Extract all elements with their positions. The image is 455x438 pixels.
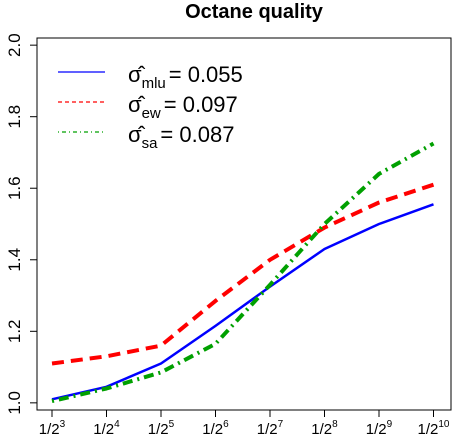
legend-symbol: σ̂ [128,62,146,87]
x-tick-base: 1/2 [311,421,332,438]
x-tick-exponent: 10 [438,419,450,430]
legend-subscript: ew [142,105,161,122]
series-line-mlu [51,203,434,401]
x-tick-exponent: 3 [60,419,66,430]
series-line-ew [51,182,435,366]
x-tick-label: 1/29 [366,419,393,438]
x-tick-label: 1/24 [93,419,120,438]
y-tick-label: 1.6 [5,176,24,200]
x-tick-exponent: 6 [223,419,229,430]
legend-label-sa: σ̂sa = 0.087 [128,122,234,152]
series-line-sa [51,141,435,404]
x-tick-exponent: 5 [169,419,175,430]
legend-label-ew: σ̂ew = 0.097 [128,92,238,122]
y-tick-label: 1.0 [5,391,24,415]
series-layer [51,141,435,404]
x-axis: 1/23 1/24 1/25 1/26 1/27 1/28 1/29 1/210 [39,410,450,438]
chart-title: Octane quality [185,1,324,23]
x-tick-base: 1/2 [418,421,439,438]
plot-frame [36,37,452,411]
legend-value: = 0.055 [169,62,243,87]
x-tick-label: 1/23 [39,419,66,438]
x-tick-base: 1/2 [202,421,223,438]
y-tick-label: 1.4 [5,248,24,272]
x-tick-exponent: 7 [278,419,284,430]
y-axis: 1.0 1.2 1.4 1.6 1.8 2.0 [5,33,37,415]
x-tick-base: 1/2 [93,421,114,438]
x-tick-base: 1/2 [366,421,387,438]
legend-subscript: sa [142,135,159,152]
x-tick-label: 1/28 [311,419,338,438]
y-tick-label: 1.8 [5,105,24,129]
x-tick-exponent: 8 [332,419,338,430]
x-tick-exponent: 4 [114,419,120,430]
x-tick-exponent: 9 [387,419,393,430]
legend-label-mlu: σ̂mlu = 0.055 [128,62,243,92]
x-tick-label: 1/26 [202,419,229,438]
legend-value: = 0.097 [164,92,238,117]
x-tick-base: 1/2 [148,421,169,438]
legend-symbol: σ̂ [128,92,146,117]
legend-value: = 0.087 [160,122,234,147]
x-tick-base: 1/2 [39,421,60,438]
x-tick-base: 1/2 [257,421,278,438]
legend-symbol: σ̂ [128,122,146,147]
x-tick-label: 1/27 [257,419,284,438]
legend-subscript: mlu [142,75,166,92]
x-tick-label: 1/25 [148,419,175,438]
x-tick-label: 1/210 [418,419,450,438]
y-tick-label: 2.0 [5,33,24,57]
y-tick-label: 1.2 [5,319,24,343]
